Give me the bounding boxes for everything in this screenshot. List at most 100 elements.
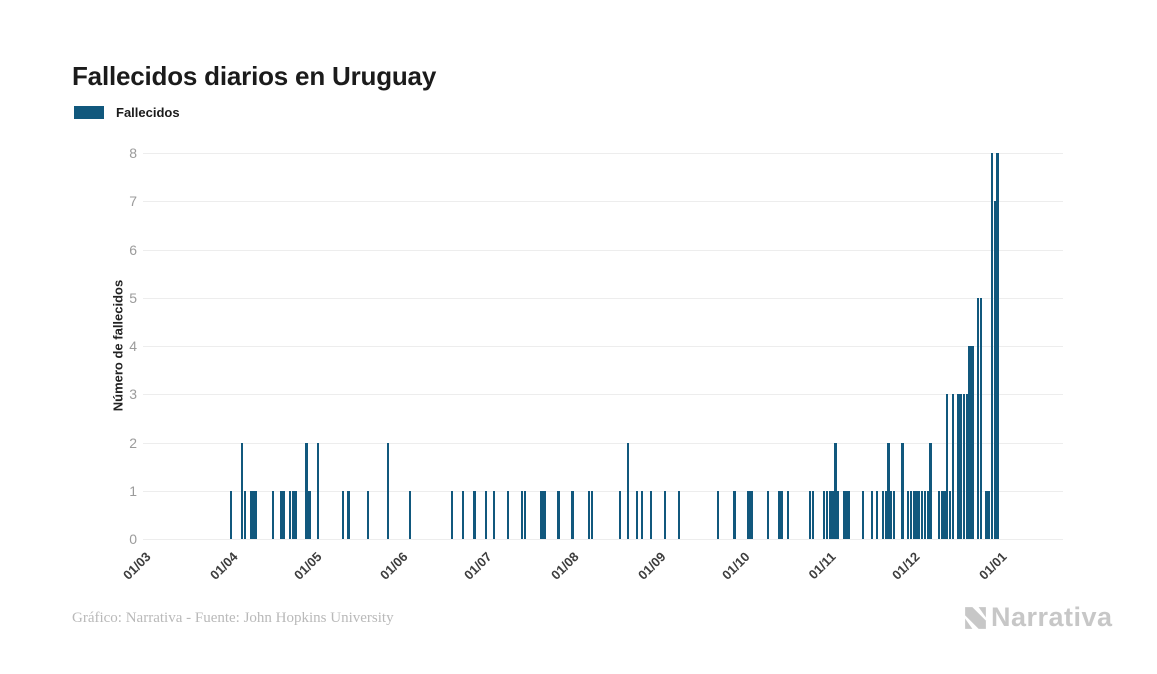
x-tick-label: 01/08 — [547, 549, 582, 583]
bar — [985, 490, 988, 539]
source-attribution: Gráfico: Narrativa - Fuente: John Hopkin… — [72, 610, 394, 626]
bar — [590, 490, 594, 539]
bar — [929, 442, 932, 539]
bar — [831, 490, 834, 539]
bar — [627, 442, 630, 539]
bar — [492, 490, 496, 539]
bar — [618, 490, 622, 539]
gridline — [143, 297, 1063, 299]
bar — [473, 490, 476, 539]
bar — [249, 490, 252, 539]
bar — [288, 490, 291, 539]
bar — [968, 346, 971, 539]
legend-swatch-icon — [74, 106, 104, 119]
narrativa-logo-icon — [965, 607, 986, 629]
x-tick-label: 01/11 — [805, 549, 839, 583]
bar — [906, 490, 910, 539]
bar — [291, 490, 294, 539]
x-tick-label: 01/12 — [889, 549, 923, 583]
bar — [828, 490, 831, 539]
page-title: Fallecidos diarios en Uruguay — [72, 61, 437, 92]
bar — [520, 490, 524, 539]
bar — [996, 153, 999, 539]
bar — [915, 490, 918, 539]
bar — [747, 490, 750, 539]
bar — [957, 394, 960, 539]
y-tick-label: 7 — [129, 193, 137, 210]
bar — [677, 490, 680, 539]
bar — [926, 490, 929, 539]
bar — [845, 490, 848, 539]
bar — [523, 490, 526, 539]
bar — [979, 297, 982, 539]
bar — [635, 490, 638, 539]
bar — [484, 490, 487, 539]
y-tick-label: 0 — [129, 531, 137, 547]
bar — [571, 490, 574, 539]
x-tick-label: 01/01 — [975, 549, 1010, 583]
bar — [367, 490, 370, 539]
bar — [294, 490, 297, 539]
x-tick-label: 01/10 — [718, 549, 753, 583]
bar — [937, 490, 940, 539]
bar — [663, 490, 666, 539]
bar — [971, 346, 974, 539]
bar — [347, 490, 350, 539]
bar — [834, 442, 837, 539]
bar — [316, 442, 319, 539]
bar — [976, 297, 980, 539]
bar — [909, 490, 913, 539]
bar — [946, 394, 949, 539]
x-tick-label: 01/04 — [206, 549, 241, 583]
y-tick-label: 5 — [129, 289, 137, 306]
bar — [823, 490, 826, 539]
bar — [811, 490, 815, 539]
x-tick-label: 01/03 — [119, 549, 154, 583]
bar — [241, 442, 244, 539]
bar — [341, 490, 345, 539]
bar — [305, 442, 308, 539]
bar — [990, 153, 994, 539]
y-tick-label: 3 — [129, 386, 137, 403]
gridline — [143, 442, 1063, 444]
gridline — [143, 346, 1063, 347]
bar — [409, 490, 412, 539]
bar — [918, 490, 921, 539]
bar — [960, 394, 963, 539]
bar — [825, 490, 829, 539]
bar — [870, 490, 873, 539]
bar — [884, 490, 887, 539]
bar — [243, 490, 247, 539]
bar — [965, 394, 968, 539]
bar — [733, 490, 736, 539]
bar — [781, 490, 784, 539]
brand-name: Narrativa — [991, 602, 1113, 632]
y-tick-label: 6 — [129, 241, 137, 258]
gridline — [143, 539, 1063, 540]
gridline — [143, 201, 1063, 203]
bar — [641, 490, 644, 539]
gridline — [143, 153, 1063, 154]
bar — [786, 490, 789, 539]
bar — [462, 490, 465, 539]
bar — [252, 490, 255, 539]
bar — [809, 490, 812, 539]
bar — [887, 442, 890, 539]
bar — [280, 490, 283, 539]
bar — [386, 442, 389, 539]
bar — [993, 201, 996, 539]
bar — [308, 490, 311, 539]
y-tick-label: 8 — [129, 145, 137, 161]
x-tick-label: 01/09 — [634, 549, 669, 583]
gridline — [143, 490, 1063, 492]
bar — [940, 490, 943, 539]
bar — [951, 394, 954, 539]
bar — [943, 490, 946, 539]
y-tick-label: 1 — [129, 482, 137, 499]
x-tick-label: 01/05 — [290, 549, 325, 583]
bar — [588, 490, 591, 539]
bar — [962, 394, 966, 539]
x-tick-label: 01/07 — [461, 549, 495, 583]
bar — [649, 490, 652, 539]
